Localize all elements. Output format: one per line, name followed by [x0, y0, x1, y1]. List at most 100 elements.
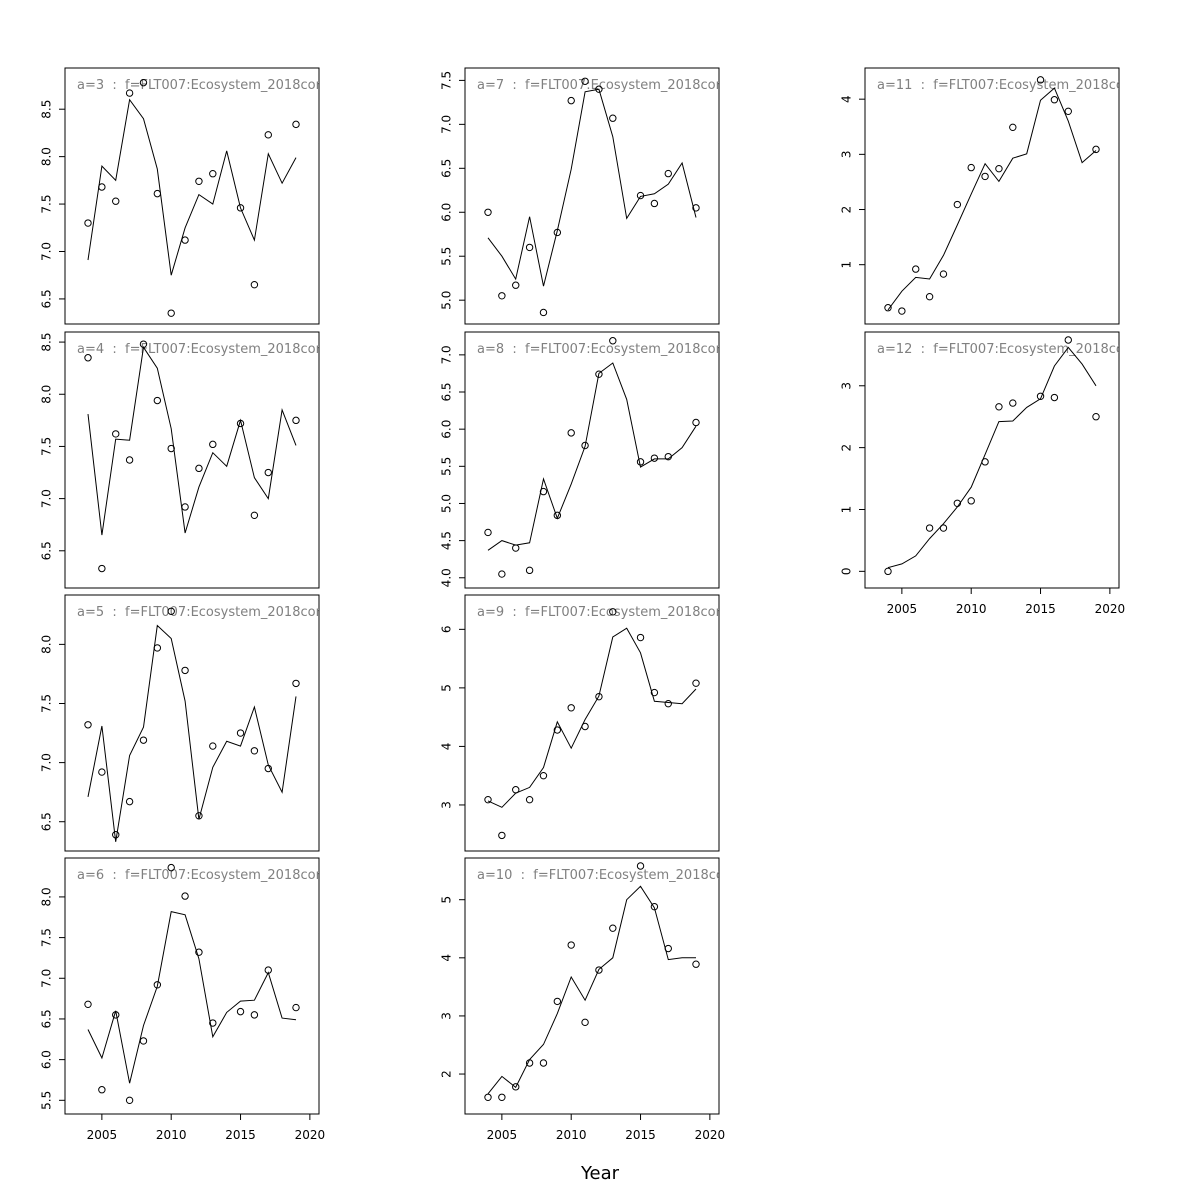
- data-point: [512, 544, 520, 552]
- x-tick-label: 2005: [87, 1128, 118, 1142]
- data-point: [884, 567, 892, 576]
- panel: a=3 : f=FLT007:Ecosystem_2018cor 6.5 7.0 7.…: [40, 67, 322, 325]
- data-point: [567, 429, 575, 437]
- x-tick-label: 2015: [625, 1128, 656, 1142]
- y-tick-label: 6.5: [440, 159, 454, 178]
- fit-line: [887, 346, 1097, 569]
- y-tick-label: 0: [840, 568, 854, 576]
- panel-label: a=4 : f=FLT007:Ecosystem_2018cor: [77, 342, 322, 357]
- panel: a=9 : f=FLT007:Ecosystem_2018cor 3 4 5 6: [440, 594, 720, 852]
- y-tick-label: 5.5: [440, 457, 454, 476]
- data-point: [181, 892, 189, 900]
- data-point: [181, 666, 189, 675]
- data-point: [664, 169, 672, 178]
- data-point: [595, 692, 603, 701]
- y-tick-label: 8.5: [40, 333, 54, 352]
- data-point: [209, 742, 217, 750]
- data-point: [209, 170, 217, 178]
- panel-label: a=8 : f=FLT007:Ecosystem_2018cor: [477, 342, 722, 357]
- data-point: [153, 644, 162, 652]
- panel-label: a=7 : f=FLT007:Ecosystem_2018cor: [477, 78, 722, 93]
- data-point: [581, 441, 589, 450]
- data-point: [539, 1059, 548, 1067]
- data-point: [650, 199, 659, 208]
- data-point: [567, 704, 575, 712]
- data-point: [98, 1086, 106, 1094]
- data-point: [967, 163, 975, 172]
- x-tick-label: 2010: [556, 1128, 587, 1142]
- data-point: [167, 444, 175, 453]
- data-point: [264, 131, 272, 139]
- fit-line: [487, 88, 697, 287]
- panels: a=3 : f=FLT007:Ecosystem_2018cor 6.5 7.0 7.…: [40, 67, 1130, 1142]
- panel-frame: [64, 857, 320, 1115]
- data-point: [553, 228, 562, 237]
- x-tick-label: 2020: [695, 1128, 726, 1142]
- data-point: [98, 183, 106, 191]
- data-point: [939, 524, 948, 532]
- y-tick-label: 7.0: [40, 489, 54, 508]
- y-tick-label: 8.5: [40, 100, 54, 119]
- data-point: [195, 812, 203, 820]
- data-point: [553, 726, 562, 734]
- y-tick-label: 7.5: [40, 694, 54, 713]
- data-point: [995, 164, 1003, 173]
- data-point: [912, 265, 920, 273]
- y-tick-label: 7.0: [40, 242, 54, 261]
- data-point: [939, 270, 948, 278]
- y-tick-label: 6.5: [40, 812, 54, 831]
- panel: a=11 : f=FLT007:Ecosystem_2018cor 1 2 3 4: [840, 67, 1130, 325]
- y-tick-label: 6.0: [40, 1050, 54, 1069]
- y-tick-label: 6.5: [40, 289, 54, 308]
- data-point: [498, 831, 506, 840]
- panel-frame: [464, 594, 720, 852]
- data-point: [209, 440, 217, 449]
- data-point: [692, 418, 700, 427]
- data-point: [1009, 123, 1017, 132]
- fit-line: [487, 885, 696, 1095]
- data-point: [153, 396, 162, 405]
- data-point: [692, 679, 700, 687]
- data-point: [195, 464, 203, 473]
- y-tick-label: 4: [840, 95, 854, 103]
- data-point: [898, 307, 906, 315]
- panel-label: a=3 : f=FLT007:Ecosystem_2018cor: [77, 78, 322, 93]
- x-tick-label: 2020: [1095, 602, 1126, 616]
- y-tick-label: 5.5: [40, 1091, 54, 1110]
- panel-frame: [64, 67, 320, 325]
- fit-line: [87, 624, 297, 842]
- data-point: [167, 607, 175, 615]
- y-tick-label: 8.0: [40, 887, 54, 906]
- y-tick-label: 6.5: [40, 541, 54, 560]
- y-tick-label: 5: [440, 684, 454, 692]
- y-tick-label: 4.0: [440, 568, 454, 587]
- data-point: [292, 120, 300, 129]
- data-point: [581, 1018, 589, 1027]
- data-point: [595, 370, 603, 378]
- data-point: [1050, 393, 1059, 402]
- panel-frame: [464, 857, 720, 1115]
- fit-line: [887, 87, 1097, 311]
- data-point: [209, 1019, 217, 1027]
- data-point: [636, 191, 645, 200]
- panel-label: a=11 : f=FLT007:Ecosystem_2018cor: [877, 78, 1130, 93]
- fit-line: [87, 98, 297, 276]
- data-point: [539, 308, 548, 317]
- y-tick-label: 7.5: [440, 71, 454, 90]
- data-point: [292, 679, 300, 688]
- data-point: [167, 309, 175, 317]
- data-point: [84, 1000, 92, 1009]
- panel: a=12 : f=FLT007:Ecosystem_2018cor 0 1 2 3 200…: [840, 331, 1126, 616]
- data-point: [498, 292, 506, 300]
- data-point: [1050, 96, 1059, 104]
- data-point: [98, 564, 106, 573]
- data-point: [139, 736, 148, 744]
- data-point: [539, 771, 548, 780]
- data-point: [981, 172, 989, 181]
- data-point: [292, 416, 300, 425]
- data-point: [1036, 392, 1045, 400]
- data-point: [1064, 107, 1072, 116]
- data-point: [250, 280, 259, 289]
- x-tick-label: 2020: [295, 1128, 326, 1142]
